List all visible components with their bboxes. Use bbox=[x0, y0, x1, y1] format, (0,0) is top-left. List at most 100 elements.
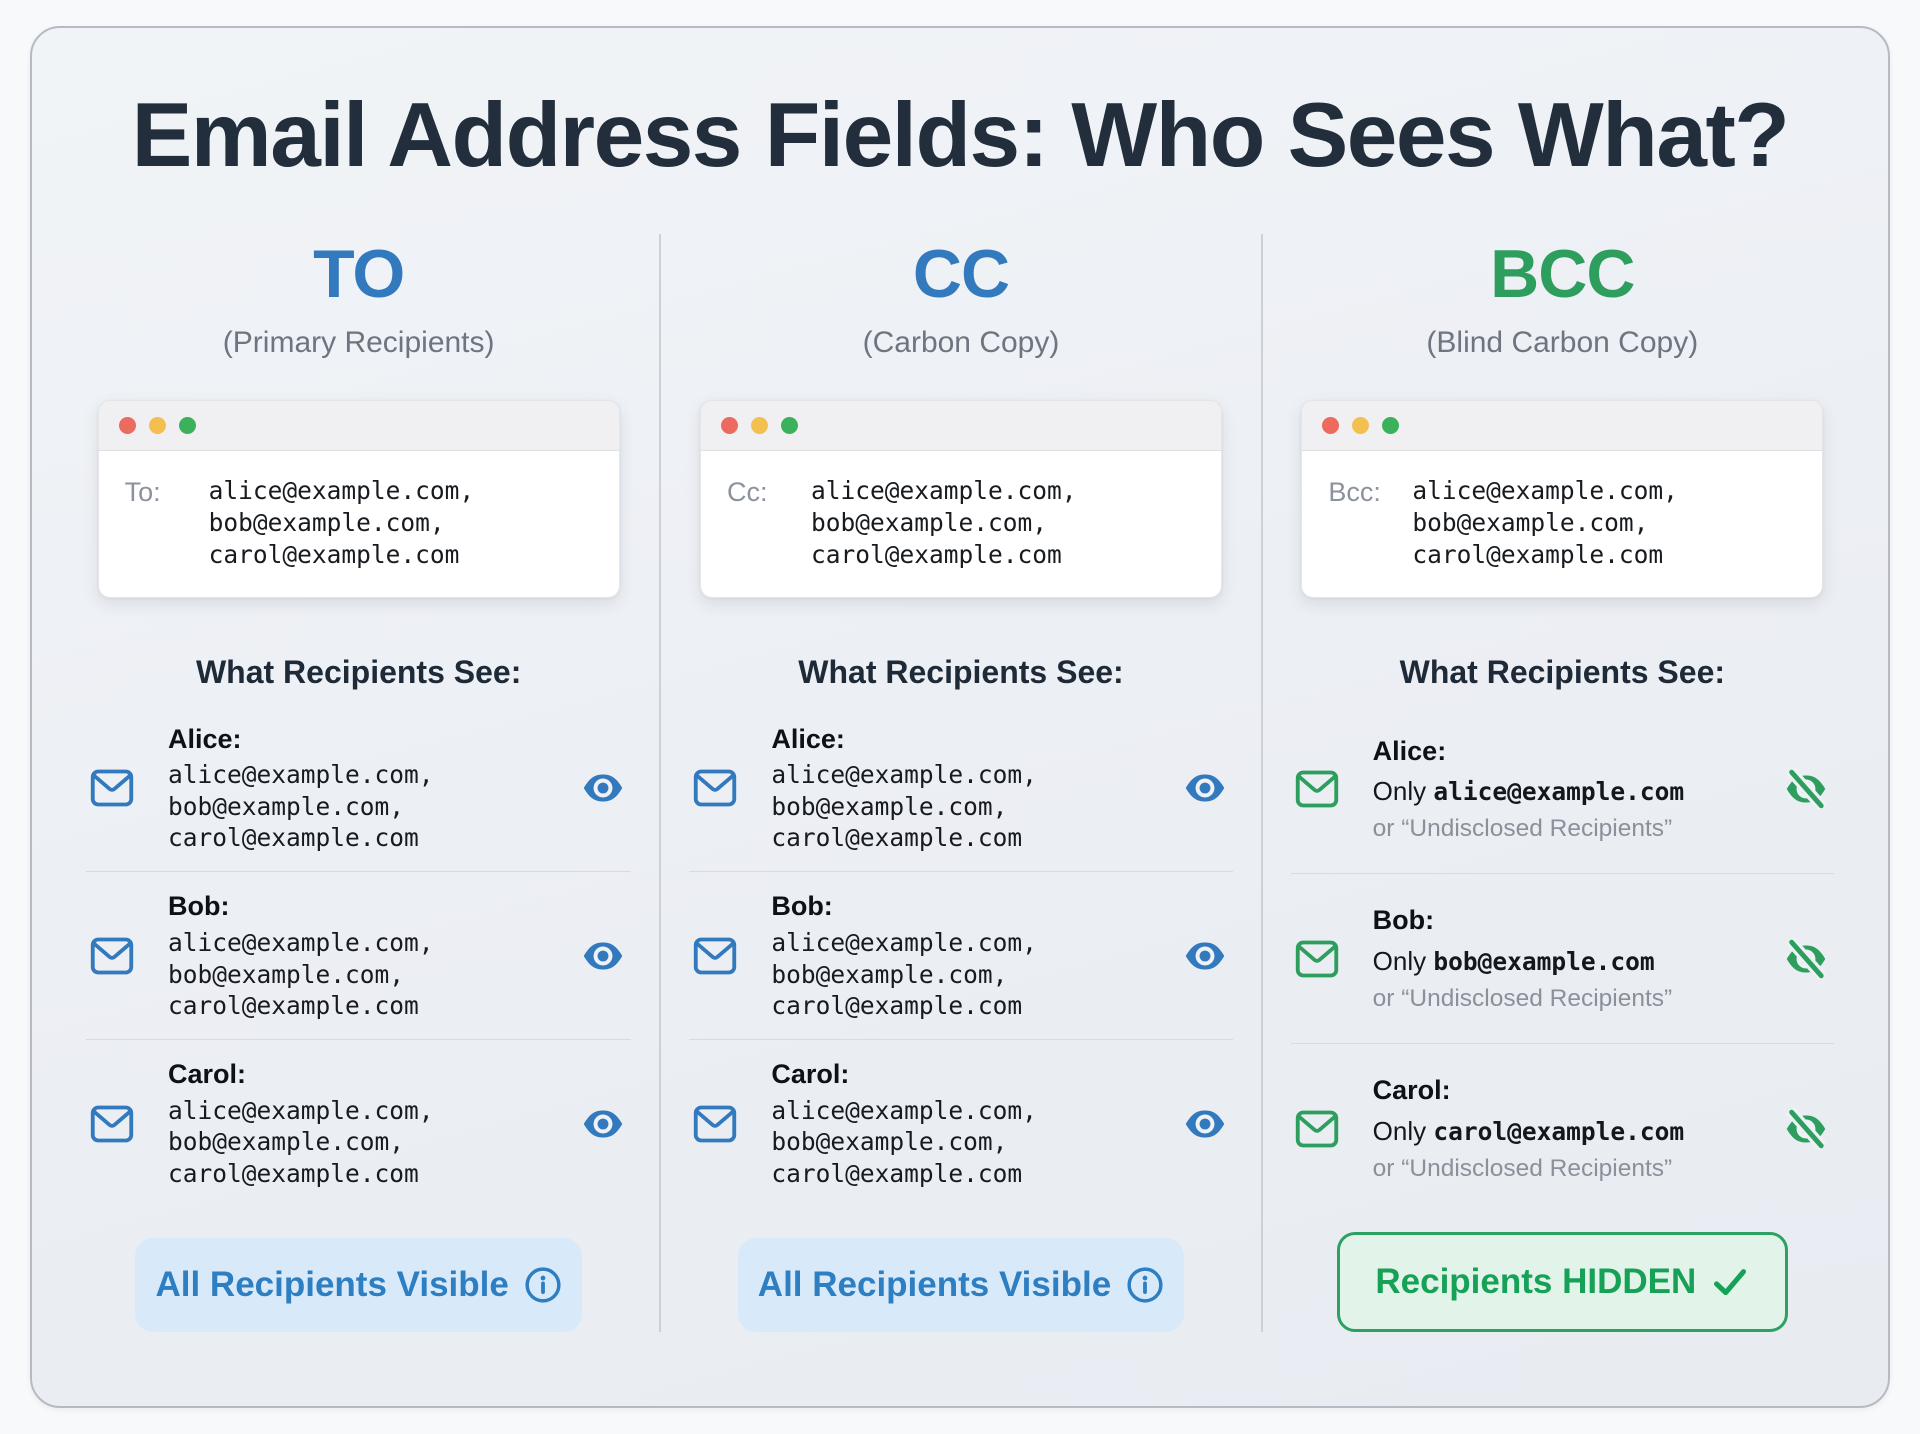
eye-icon bbox=[1177, 1103, 1233, 1145]
email-line: alice@example.com, bbox=[810, 476, 1077, 506]
mail-icon bbox=[689, 766, 741, 810]
column-subtitle-to: (Primary Recipients) bbox=[222, 326, 495, 360]
undisclosed-note: or “Undisclosed Recipients” bbox=[1372, 985, 1673, 1013]
email-line: carol@example.com bbox=[810, 539, 1062, 569]
recipient-name: Carol: bbox=[168, 1059, 247, 1090]
eye-icon bbox=[575, 767, 631, 809]
eye-off-icon bbox=[1778, 938, 1834, 980]
recipient-sees: alice@example.com, bob@example.com, caro… bbox=[771, 928, 1037, 1020]
close-icon bbox=[720, 417, 738, 435]
close-icon bbox=[1322, 417, 1340, 435]
infographic-card: Email Address Fields: Who Sees What? TO … bbox=[30, 26, 1890, 1408]
window-titlebar bbox=[98, 401, 619, 452]
recipient-name: Carol: bbox=[771, 1059, 850, 1090]
recipients-list-cc: Alice: alice@example.com, bob@example.co… bbox=[689, 705, 1233, 1207]
recipient-sees: Only alice@example.com bbox=[1372, 776, 1685, 807]
column-key-cc: CC bbox=[912, 236, 1010, 313]
email-window-cc: Cc: alice@example.com, bob@example.com, … bbox=[699, 400, 1222, 598]
eye-icon bbox=[1177, 935, 1233, 977]
recipients-list-to: Alice: alice@example.com, bob@example.co… bbox=[86, 705, 632, 1207]
info-icon bbox=[1127, 1267, 1163, 1303]
visibility-badge-bcc: Recipients HIDDEN bbox=[1336, 1232, 1789, 1332]
field-label-bcc: Bcc: bbox=[1328, 477, 1381, 508]
undisclosed-note: or “Undisclosed Recipients” bbox=[1372, 815, 1673, 843]
email-window-bcc: Bcc: alice@example.com, bob@example.com,… bbox=[1301, 400, 1824, 598]
email-line: bob@example.com, bbox=[1412, 507, 1649, 537]
eye-icon bbox=[575, 1103, 631, 1145]
recipient-sees: alice@example.com, bob@example.com, caro… bbox=[771, 760, 1037, 853]
recipient-row: Carol: Only carol@example.com or “Undisc… bbox=[1290, 1043, 1834, 1213]
email-line: bob@example.com, bbox=[810, 507, 1047, 537]
recipient-name: Bob: bbox=[168, 891, 230, 922]
mail-icon bbox=[1291, 937, 1343, 981]
recipient-row: Carol: alice@example.com, bob@example.co… bbox=[86, 1039, 632, 1207]
mail-icon bbox=[86, 766, 138, 810]
email-line: carol@example.com bbox=[208, 539, 460, 569]
recipient-sees: alice@example.com, bob@example.com, caro… bbox=[168, 1096, 434, 1188]
badge-label: Recipients HIDDEN bbox=[1375, 1262, 1697, 1301]
column-to: TO (Primary Recipients) To: alice@exampl… bbox=[58, 234, 659, 1332]
recipient-row: Alice: alice@example.com, bob@example.co… bbox=[86, 705, 631, 872]
info-icon bbox=[525, 1267, 561, 1303]
check-icon bbox=[1711, 1263, 1749, 1301]
recipients-heading: What Recipients See: bbox=[1399, 653, 1726, 690]
recipients-heading: What Recipients See: bbox=[798, 653, 1124, 690]
recipient-row: Bob: alice@example.com, bob@example.com,… bbox=[86, 871, 632, 1039]
eye-off-icon bbox=[1778, 768, 1834, 810]
recipient-row: Bob: alice@example.com, bob@example.com,… bbox=[689, 871, 1233, 1039]
field-label-to: To: bbox=[124, 477, 161, 508]
recipient-name: Alice: bbox=[168, 723, 242, 754]
recipient-row: Bob: Only bob@example.com or “Undisclose… bbox=[1290, 873, 1834, 1043]
recipient-name: Carol: bbox=[1372, 1075, 1451, 1106]
mail-icon bbox=[689, 1102, 741, 1146]
visibility-badge-cc: All Recipients Visible bbox=[738, 1238, 1184, 1332]
eye-icon bbox=[1177, 767, 1233, 809]
column-key-bcc: BCC bbox=[1490, 236, 1635, 313]
field-value-emails: alice@example.com, bob@example.com, caro… bbox=[1412, 475, 1678, 571]
recipient-name: Alice: bbox=[1372, 735, 1447, 766]
column-cc: CC (Carbon Copy) Cc: alice@example.com, … bbox=[659, 234, 1260, 1332]
window-titlebar bbox=[1302, 401, 1823, 452]
recipient-sees: Only carol@example.com bbox=[1372, 1115, 1685, 1146]
recipient-row: Alice: Only alice@example.com or “Undisc… bbox=[1291, 705, 1834, 874]
badge-label: All Recipients Visible bbox=[155, 1265, 509, 1304]
recipients-heading: What Recipients See: bbox=[195, 653, 522, 690]
column-bcc: BCC (Blind Carbon Copy) Bcc: alice@examp… bbox=[1260, 234, 1862, 1332]
recipient-row: Alice: alice@example.com, bob@example.co… bbox=[689, 705, 1232, 872]
recipient-name: Bob: bbox=[1372, 905, 1435, 936]
minimize-icon bbox=[1352, 417, 1370, 435]
column-key-to: TO bbox=[313, 236, 405, 313]
recipient-sees: Only bob@example.com bbox=[1372, 946, 1655, 977]
column-subtitle-bcc: (Blind Carbon Copy) bbox=[1426, 326, 1699, 360]
visibility-badge-to: All Recipients Visible bbox=[135, 1238, 583, 1332]
mail-icon bbox=[86, 934, 138, 978]
recipient-sees: alice@example.com, bob@example.com, caro… bbox=[168, 760, 434, 853]
window-body: Bcc: alice@example.com, bob@example.com,… bbox=[1302, 451, 1822, 597]
field-value-emails: alice@example.com, bob@example.com, caro… bbox=[209, 475, 475, 571]
field-value-emails: alice@example.com, bob@example.com, caro… bbox=[811, 475, 1077, 571]
close-icon bbox=[118, 417, 136, 435]
minimize-icon bbox=[148, 417, 166, 435]
recipients-list-bcc: Alice: Only alice@example.com or “Undisc… bbox=[1290, 705, 1834, 1213]
mail-icon bbox=[689, 934, 741, 978]
badge-label: All Recipients Visible bbox=[757, 1265, 1112, 1304]
window-titlebar bbox=[700, 401, 1221, 452]
maximize-icon bbox=[780, 417, 798, 435]
mail-icon bbox=[86, 1102, 138, 1146]
eye-off-icon bbox=[1778, 1108, 1834, 1150]
window-body: Cc: alice@example.com, bob@example.com, … bbox=[701, 451, 1221, 597]
columns-grid: TO (Primary Recipients) To: alice@exampl… bbox=[58, 234, 1862, 1332]
minimize-icon bbox=[750, 417, 768, 435]
recipient-name: Bob: bbox=[771, 891, 833, 922]
mail-icon bbox=[1291, 767, 1343, 811]
recipient-sees: alice@example.com, bob@example.com, caro… bbox=[168, 928, 434, 1020]
email-window-to: To: alice@example.com, bob@example.com, … bbox=[97, 400, 620, 598]
page-title: Email Address Fields: Who Sees What? bbox=[131, 85, 1790, 186]
undisclosed-note: or “Undisclosed Recipients” bbox=[1372, 1154, 1673, 1182]
email-line: carol@example.com bbox=[1412, 539, 1664, 569]
recipient-sees: alice@example.com, bob@example.com, caro… bbox=[771, 1096, 1037, 1188]
email-line: bob@example.com, bbox=[208, 507, 445, 537]
field-label-cc: Cc: bbox=[726, 477, 768, 508]
column-subtitle-cc: (Carbon Copy) bbox=[862, 326, 1060, 360]
maximize-icon bbox=[1382, 417, 1400, 435]
